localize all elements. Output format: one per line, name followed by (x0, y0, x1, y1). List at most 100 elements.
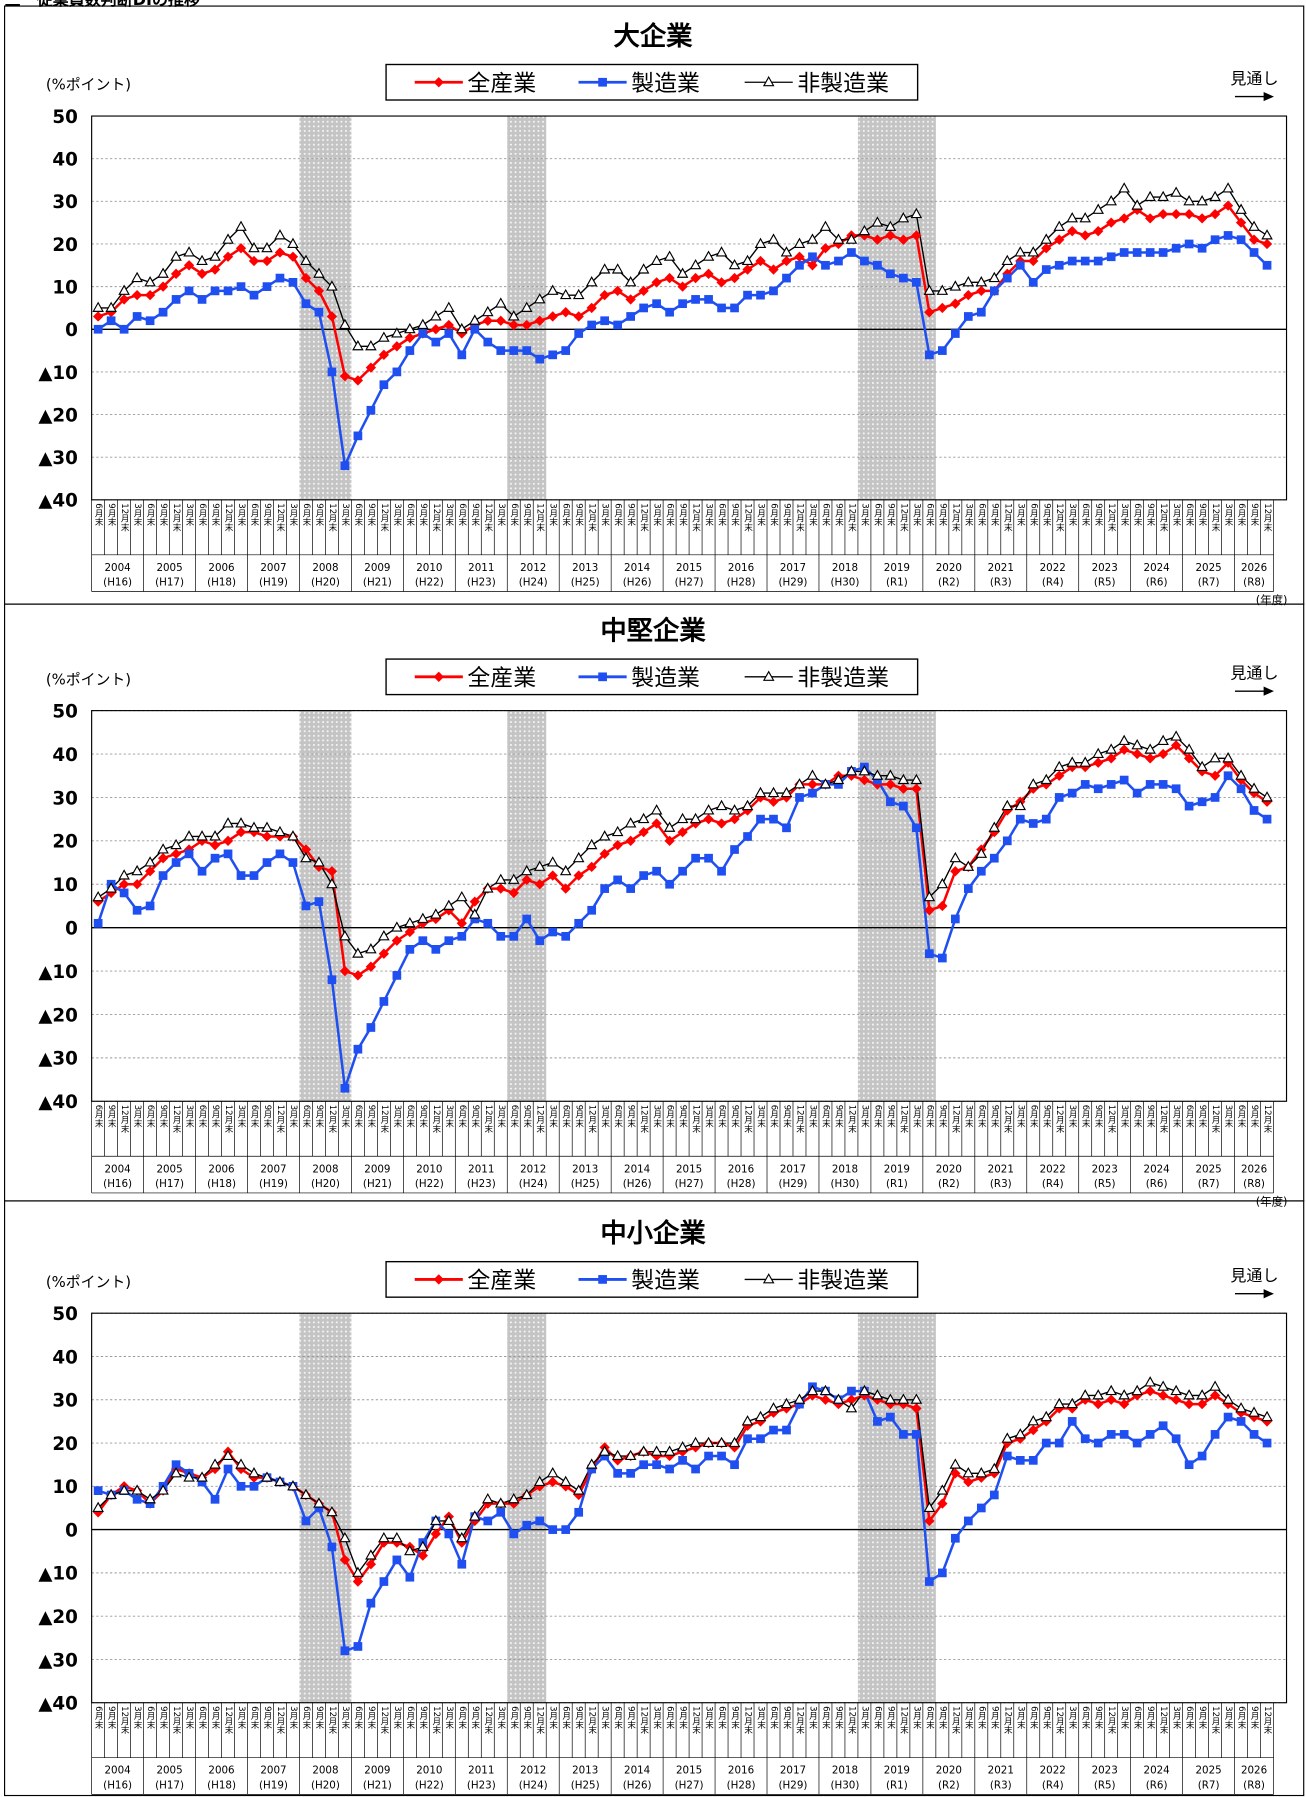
x-tick-label: 9月末 (574, 1706, 584, 1730)
marker (976, 307, 986, 317)
era-label: (H28) (727, 1178, 756, 1190)
x-tick-label: 3月末 (132, 1105, 142, 1129)
marker (704, 853, 713, 863)
x-tick-label: 12月末 (483, 1105, 493, 1134)
marker (845, 765, 858, 776)
marker (1014, 1428, 1027, 1439)
marker (1028, 1456, 1038, 1465)
marker (196, 268, 208, 279)
marker (430, 324, 441, 335)
x-tick-label: 12月末 (275, 1105, 285, 1134)
marker (897, 212, 910, 223)
marker (209, 830, 221, 841)
x-tick-label: 12月末 (846, 1706, 856, 1735)
y-tick-label: 30 (52, 1391, 77, 1412)
marker (520, 301, 533, 312)
marker (249, 871, 259, 880)
x-tick-label: 3月末 (392, 503, 402, 527)
marker (1080, 230, 1091, 241)
x-tick-label: 3月末 (859, 1105, 869, 1129)
era-label: (R1) (886, 1178, 908, 1190)
x-tick-label: 9月末 (937, 1706, 947, 1730)
marker (379, 380, 389, 390)
x-tick-label: 3月末 (236, 1706, 246, 1730)
x-tick-label: 6月末 (1184, 1706, 1194, 1730)
marker (508, 887, 519, 899)
marker (456, 322, 468, 334)
marker (821, 260, 830, 270)
x-tick-label: 3月末 (756, 503, 766, 527)
x-tick-label: 3月末 (444, 503, 454, 527)
era-label: (R5) (1094, 577, 1116, 589)
x-tick-label: 9月末 (781, 1105, 791, 1129)
x-tick-label: 9月末 (730, 503, 740, 527)
x-tick-label: 6月末 (145, 1706, 155, 1730)
x-tick-label: 12月末 (1054, 1706, 1064, 1735)
x-tick-label: 3月末 (548, 503, 558, 527)
year-label: 2011 (468, 1163, 494, 1175)
marker (339, 1531, 351, 1543)
x-tick-label: 9月末 (470, 1706, 480, 1730)
marker (392, 1555, 402, 1565)
x-tick-label: 9月末 (522, 1706, 532, 1730)
year-label: 2010 (416, 562, 442, 574)
x-tick-label: 3月末 (340, 1105, 350, 1129)
y-tick-label: 40 (52, 745, 77, 766)
marker (483, 1516, 493, 1526)
x-tick-label: 12月末 (898, 503, 908, 532)
marker (923, 284, 936, 295)
marker (482, 315, 493, 326)
marker (624, 817, 637, 828)
marker (560, 883, 571, 894)
marker (1093, 784, 1103, 794)
x-tick-label: 6月末 (353, 1706, 363, 1730)
marker (1106, 217, 1117, 228)
marker (820, 243, 831, 254)
era-label: (H19) (259, 1178, 288, 1190)
x-tick-label: 9月末 (1197, 1105, 1207, 1129)
x-tick-label: 3月末 (496, 1706, 506, 1730)
marker (637, 263, 650, 274)
marker (1196, 1398, 1208, 1410)
marker (1145, 1430, 1155, 1439)
marker (832, 233, 845, 244)
x-tick-label: 3月末 (132, 1706, 142, 1730)
marker (261, 1471, 273, 1482)
x-tick-label: 6月末 (872, 503, 882, 527)
marker (910, 773, 923, 785)
marker (598, 830, 611, 841)
marker (1170, 208, 1182, 220)
marker (481, 882, 494, 893)
marker (535, 1516, 545, 1526)
year-label: 2006 (208, 1765, 234, 1777)
x-tick-label: 6月末 (509, 1706, 519, 1730)
era-label: (R6) (1146, 577, 1168, 589)
marker (1041, 1438, 1051, 1448)
era-label: (R7) (1198, 1178, 1220, 1190)
marker (702, 804, 715, 815)
x-tick-label: 3月末 (236, 503, 246, 527)
marker (118, 869, 130, 880)
marker (236, 1481, 246, 1491)
y-tick-label: 50 (52, 701, 77, 722)
marker (262, 858, 272, 867)
x-tick-label: 9月末 (470, 1105, 480, 1129)
marker (248, 255, 260, 267)
marker (313, 1497, 325, 1508)
marker (1183, 753, 1195, 764)
marker (197, 1477, 207, 1487)
year-label: 2016 (728, 1765, 754, 1777)
legend-label: 全産業 (467, 1268, 536, 1294)
x-tick-label: 3月末 (1015, 503, 1025, 527)
marker (613, 1468, 623, 1478)
x-tick-label: 6月末 (197, 503, 207, 527)
marker (652, 299, 661, 309)
marker (638, 285, 649, 297)
marker (222, 233, 234, 244)
era-label: (H27) (675, 1780, 704, 1792)
x-tick-label: 6月末 (1080, 1105, 1090, 1129)
marker (1158, 248, 1168, 257)
x-tick-label: 6月末 (717, 1105, 727, 1129)
marker (392, 971, 402, 980)
marker (988, 1462, 1001, 1474)
